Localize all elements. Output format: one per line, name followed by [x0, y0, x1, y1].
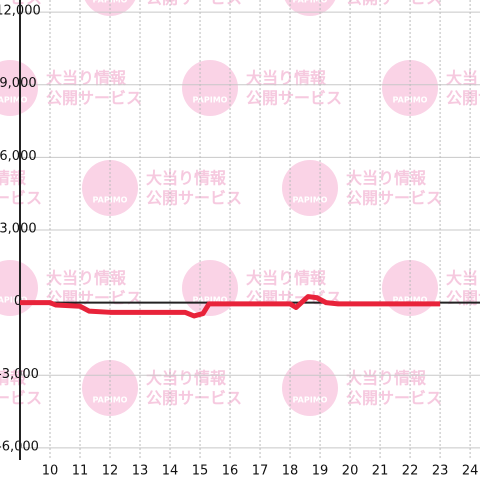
x-tick-label: 24 — [462, 464, 479, 479]
watermark-brand: PAPIMO — [0, 296, 28, 305]
watermark-line1: 大当り情報 — [446, 269, 480, 288]
x-tick-label: 10 — [42, 464, 59, 479]
x-tick-label: 19 — [312, 464, 329, 479]
watermark-line2: 公開サービス — [346, 0, 442, 8]
watermark-line1: 大当り情報 — [446, 69, 480, 88]
watermark-logo — [182, 60, 238, 116]
y-tick-label: 0 — [14, 294, 22, 309]
watermark-line1: 大当り情報 — [146, 369, 227, 388]
watermark-line1: 大当り情報 — [0, 169, 27, 188]
watermark-brand: PAPIMO — [0, 96, 28, 105]
watermark-line1: 大当り情報 — [46, 269, 127, 288]
watermark-line2: 公開サービス — [346, 189, 442, 208]
watermark-line2: 公開サービス — [246, 89, 342, 108]
watermark-line2: 公開サービス — [46, 89, 142, 108]
x-tick-label: 13 — [132, 464, 149, 479]
watermark-brand: PAPIMO — [193, 296, 228, 305]
watermark-line2: 公開サービス — [146, 189, 242, 208]
watermark-logo — [0, 60, 38, 116]
x-tick-label: 17 — [252, 464, 269, 479]
plot — [19, 0, 480, 460]
watermark-line2: 公開サービス — [0, 389, 42, 408]
watermark-line1: 大当り情報 — [146, 169, 227, 188]
x-tick-label: 23 — [432, 464, 449, 479]
x-tick-label: 18 — [282, 464, 299, 479]
y-tick-label: 9,000 — [0, 76, 37, 91]
watermark-line1: 大当り情報 — [346, 369, 427, 388]
watermark-line2: 公開サービス — [146, 0, 242, 8]
watermark-line1: 大当り情報 — [246, 69, 327, 88]
watermark-logo — [282, 360, 338, 416]
watermark-brand: PAPIMO — [293, 196, 328, 205]
watermark-line2: 公開サービス — [446, 89, 480, 108]
watermark-brand: PAPIMO — [193, 96, 228, 105]
x-tick-label: 22 — [402, 464, 419, 479]
watermark-line1: 大当り情報 — [246, 269, 327, 288]
watermark-brand: PAPIMO — [93, 0, 128, 5]
x-tick-label: 14 — [162, 464, 179, 479]
watermark-logo — [282, 160, 338, 216]
x-tick-label: 20 — [342, 464, 359, 479]
watermark-line2: 公開サービス — [446, 289, 480, 308]
x-tick-label: 11 — [72, 464, 89, 479]
y-tick-label: 6,000 — [0, 149, 37, 164]
y-tick-label: 3,000 — [0, 222, 37, 237]
data-line — [20, 294, 441, 319]
watermark: PAPIMO大当り情報公開サービスPAPIMO大当り情報公開サービスPAPIMO… — [0, 0, 480, 416]
watermark-line2: 公開サービス — [146, 389, 242, 408]
watermark-line1: 大当り情報 — [46, 69, 127, 88]
x-tick-label: 12 — [102, 464, 119, 479]
watermark-line1: 大当り情報 — [346, 169, 427, 188]
watermark-brand: PAPIMO — [293, 396, 328, 405]
watermark-line2: 公開サービス — [346, 389, 442, 408]
x-tick-label: 15 — [192, 464, 209, 479]
x-tick-label: 16 — [222, 464, 239, 479]
x-tick-label: 21 — [372, 464, 389, 479]
watermark-brand: PAPIMO — [293, 0, 328, 5]
watermark-line2: 公開サービス — [0, 189, 42, 208]
watermark-line2: 公開サービス — [0, 0, 42, 8]
